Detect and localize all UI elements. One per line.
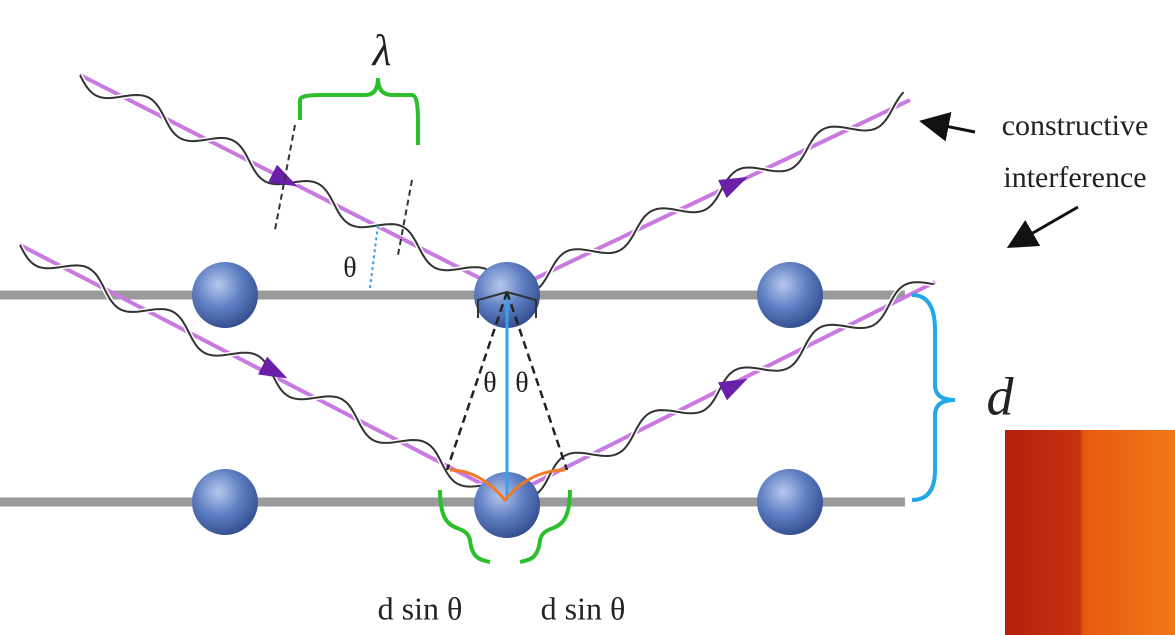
wavelength-brace xyxy=(300,78,418,145)
dashed-line xyxy=(447,292,507,470)
atom xyxy=(192,469,258,535)
path-label: d sin θ xyxy=(541,590,626,626)
angle-label: θ xyxy=(483,367,496,398)
angle-arc xyxy=(370,225,378,288)
sample-image xyxy=(1005,430,1175,635)
wavelength-label: λ xyxy=(370,26,391,75)
atom xyxy=(192,262,258,328)
annotation: constructive xyxy=(1002,109,1149,142)
atom xyxy=(757,262,823,328)
arrow xyxy=(925,122,975,132)
annotation: interference xyxy=(1003,161,1146,194)
spacing-brace xyxy=(912,295,955,500)
angle-label: θ xyxy=(343,252,356,283)
path-label: d sin θ xyxy=(378,590,463,626)
spacing-label: d xyxy=(987,366,1015,426)
arrow xyxy=(1012,207,1078,245)
bragg-diagram: λ constructive interference θ θ θ d d si… xyxy=(0,0,1175,635)
atom xyxy=(757,469,823,535)
angle-label: θ xyxy=(515,367,528,398)
